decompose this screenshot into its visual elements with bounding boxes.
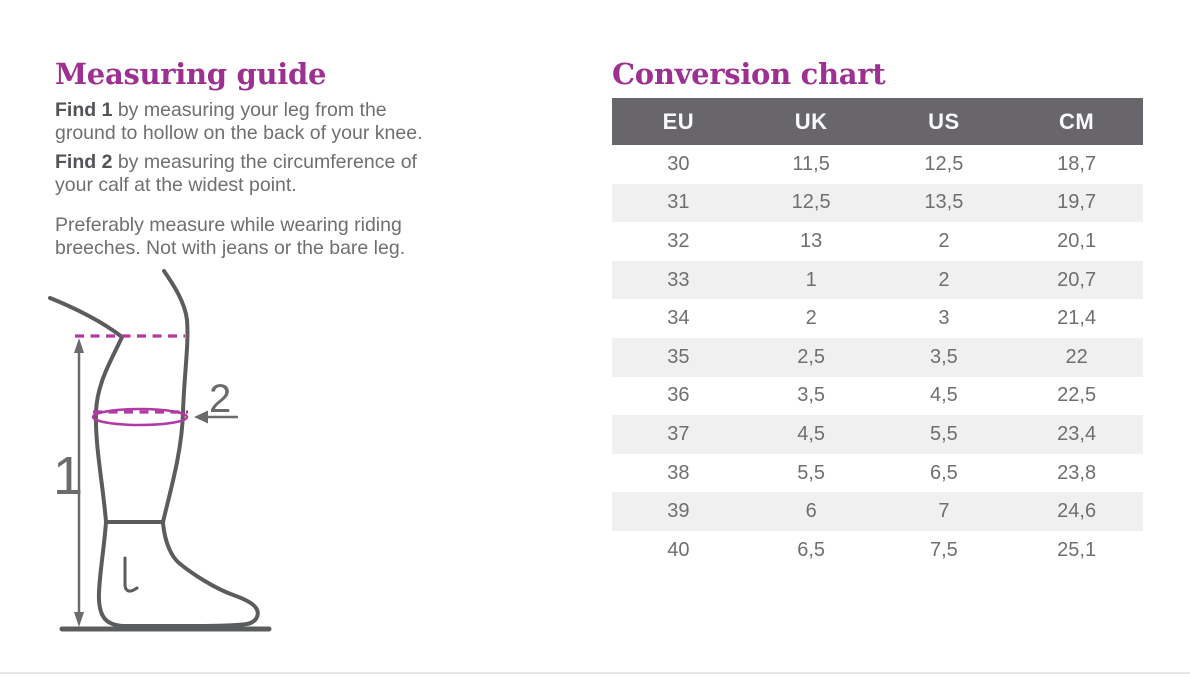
table-cell: 5,5 xyxy=(877,415,1011,454)
calf-back-line xyxy=(93,335,124,524)
table-cell: 5,5 xyxy=(744,453,878,493)
instruction-text: Preferably measure while wearing riding xyxy=(55,214,402,236)
table-cell: 2 xyxy=(744,299,878,338)
table-cell: 2,5 xyxy=(744,337,878,377)
table-row: 33 1 2 20,7 xyxy=(612,260,1143,300)
table-cell: 3,5 xyxy=(744,376,878,416)
table-cell: 24,6 xyxy=(1010,492,1143,531)
table-cell: 38 xyxy=(612,453,745,493)
column-header-uk: UK xyxy=(744,98,878,145)
table-cell: 4,5 xyxy=(744,415,878,454)
table-cell: 12,5 xyxy=(877,145,1011,184)
table-cell: 6,5 xyxy=(744,530,878,570)
conversion-table-body: 30 11,5 12,5 18,7 31 12,5 13,5 19,7 32 13 2 20,1 33 1… xyxy=(612,145,1143,570)
instruction-line: your calf at the widest point. xyxy=(55,174,297,196)
table-row: 30 11,5 12,5 18,7 xyxy=(612,145,1143,184)
table-cell: 6,5 xyxy=(877,453,1011,493)
table-cell: 3,5 xyxy=(877,337,1011,377)
measuring-instruction-3: Preferably measure while wearing riding … xyxy=(55,214,405,260)
find-2-bold: Find 2 xyxy=(55,151,113,173)
table-row: 36 3,5 4,5 22,5 xyxy=(612,376,1143,416)
table-cell: 22 xyxy=(1010,337,1143,377)
table-cell: 3 xyxy=(877,299,1011,338)
table-cell: 12,5 xyxy=(744,183,878,223)
instruction-line: breeches. Not with jeans or the bare leg… xyxy=(55,237,406,259)
table-row: 32 13 2 20,1 xyxy=(612,222,1143,261)
table-cell: 31 xyxy=(612,183,745,223)
instruction-text: by measuring your leg from the xyxy=(112,99,387,121)
arrow-left-head xyxy=(194,410,208,424)
thigh-back-line xyxy=(48,296,124,339)
table-cell: 40 xyxy=(612,530,745,570)
foot-outline xyxy=(96,520,260,628)
shin-front-line xyxy=(161,269,190,524)
table-cell: 23,4 xyxy=(1010,415,1143,454)
table-cell: 6 xyxy=(744,492,878,531)
table-cell: 2 xyxy=(877,260,1011,300)
column-header-eu: EU xyxy=(612,98,745,145)
table-cell: 18,7 xyxy=(1010,145,1143,184)
table-row: 35 2,5 3,5 22 xyxy=(612,337,1143,377)
page-bottom-divider xyxy=(0,672,1190,674)
calf-measure-label: 2 xyxy=(209,377,231,421)
table-row: 38 5,5 6,5 23,8 xyxy=(612,453,1143,493)
calf-measure-arrow xyxy=(194,410,238,424)
table-row: 40 6,5 7,5 25,1 xyxy=(612,530,1143,570)
arrow-down-head xyxy=(74,612,84,627)
instruction-line: ground to hollow on the back of your kne… xyxy=(55,122,423,144)
table-cell: 23,8 xyxy=(1010,453,1143,493)
table-cell: 33 xyxy=(612,260,745,300)
table-cell: 7 xyxy=(877,492,1011,531)
table-cell: 25,1 xyxy=(1010,530,1143,570)
table-cell: 13,5 xyxy=(877,183,1011,223)
header-row: EU UK US CM xyxy=(612,98,1143,145)
table-cell: 22,5 xyxy=(1010,376,1143,416)
table-cell: 19,7 xyxy=(1010,183,1143,223)
table-cell: 21,4 xyxy=(1010,299,1143,338)
table-cell: 11,5 xyxy=(744,145,878,184)
height-measure-label: 1 xyxy=(53,446,83,506)
arrow-up-head xyxy=(74,338,84,353)
table-cell: 2 xyxy=(877,222,1011,261)
conversion-chart-title: Conversion chart xyxy=(612,57,886,91)
table-cell: 20,7 xyxy=(1010,260,1143,300)
table-cell: 36 xyxy=(612,376,745,416)
measuring-instruction-2: Find 2 by measuring the circumference of… xyxy=(55,151,417,197)
table-cell: 37 xyxy=(612,415,745,454)
table-cell: 30 xyxy=(612,145,745,184)
conversion-table-header: EU UK US CM xyxy=(612,98,1143,145)
table-cell: 35 xyxy=(612,337,745,377)
table-row: 37 4,5 5,5 23,4 xyxy=(612,415,1143,454)
instruction-line: Preferably measure while wearing riding xyxy=(55,214,405,237)
instruction-line: Find 2 by measuring the circumference of xyxy=(55,151,417,174)
table-row: 34 2 3 21,4 xyxy=(612,299,1143,338)
table-cell: 34 xyxy=(612,299,745,338)
table-row: 39 6 7 24,6 xyxy=(612,492,1143,531)
calf-circumference-ellipse xyxy=(91,407,189,427)
measuring-instruction-1: Find 1 by measuring your leg from the gr… xyxy=(55,99,423,145)
table-row: 31 12,5 13,5 19,7 xyxy=(612,183,1143,223)
table-cell: 39 xyxy=(612,492,745,531)
instruction-text: by measuring the circumference of xyxy=(112,151,417,173)
column-header-us: US xyxy=(877,98,1011,145)
table-cell: 20,1 xyxy=(1010,222,1143,261)
height-measure-arrow xyxy=(74,338,84,627)
table-cell: 4,5 xyxy=(877,376,1011,416)
table-cell: 7,5 xyxy=(877,530,1011,570)
table-cell: 13 xyxy=(744,222,878,261)
leg-measurement-illustration: 1 2 xyxy=(48,269,272,632)
ankle-fold-mark xyxy=(123,556,139,593)
column-header-cm: CM xyxy=(1010,98,1143,145)
table-cell: 1 xyxy=(744,260,878,300)
conversion-table: EU UK US CM 30 11,5 12,5 18,7 31 12,5 13,5 19,7… xyxy=(612,98,1143,570)
instruction-line: Find 1 by measuring your leg from the xyxy=(55,99,423,122)
find-1-bold: Find 1 xyxy=(55,99,113,121)
measuring-guide-title: Measuring guide xyxy=(55,57,327,91)
table-cell: 32 xyxy=(612,222,745,261)
